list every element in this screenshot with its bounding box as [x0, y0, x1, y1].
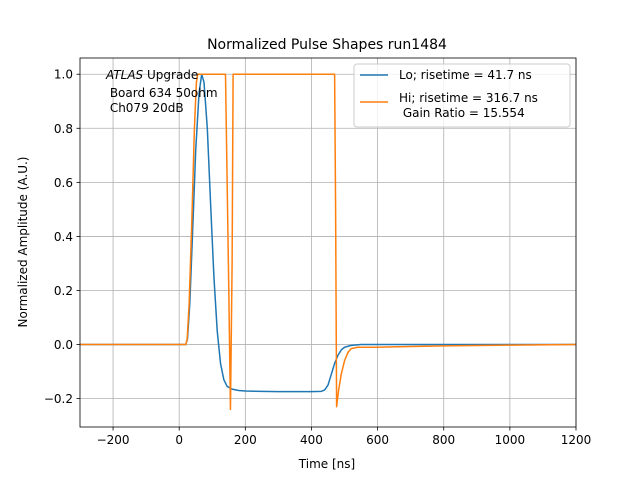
- x-tick-label: −200: [97, 433, 130, 447]
- x-tick-label: 1000: [495, 433, 526, 447]
- x-axis-label: Time [ns]: [298, 457, 355, 471]
- y-tick-label: 0.4: [54, 230, 73, 244]
- annotation: ATLAS Upgrade Board 634 50ohm Ch079 20dB: [105, 68, 218, 115]
- legend-label-lo: Lo; risetime = 41.7 ns: [399, 68, 532, 82]
- x-tick-label: 0: [175, 433, 183, 447]
- series-lines: [80, 73, 576, 411]
- y-tick-label: −0.2: [44, 392, 73, 406]
- annotation-line-2: Board 634 50ohm: [106, 86, 218, 100]
- legend: Lo; risetime = 41.7 ns Hi; risetime = 31…: [353, 63, 571, 128]
- annotation-line-1: ATLAS Upgrade: [105, 68, 198, 82]
- x-tick-label: 1200: [561, 433, 592, 447]
- chart-title: Normalized Pulse Shapes run1484: [207, 37, 447, 53]
- annotation-atlas: ATLAS: [105, 68, 144, 82]
- y-axis-label: Normalized Amplitude (A.U.): [16, 157, 30, 328]
- x-tick-label: 800: [432, 433, 455, 447]
- axes-frame: [79, 57, 577, 428]
- series-line-hi: [80, 73, 576, 411]
- y-tick-label: 0.2: [54, 284, 73, 298]
- legend-box: [353, 63, 571, 128]
- x-tick-label: 200: [234, 433, 257, 447]
- y-tick-label: 0.8: [54, 122, 73, 136]
- series-line-lo: [80, 73, 576, 393]
- annotation-line-3: Ch079 20dB: [106, 101, 184, 115]
- ticks: −200 0 200 400 600 800 1000 1200 −0.2 0.0 0.2 0.4 0.…: [44, 68, 591, 447]
- legend-label-hi: Hi; risetime = 316.7 ns: [399, 91, 538, 105]
- y-tick-label: 0.0: [54, 338, 73, 352]
- x-tick-label: 400: [300, 433, 323, 447]
- annotation-upgrade: Upgrade: [143, 68, 198, 82]
- y-tick-label: 1.0: [54, 68, 73, 82]
- y-tick-label: 0.6: [54, 176, 73, 190]
- x-tick-label: 600: [366, 433, 389, 447]
- legend-label-hi-gain: Gain Ratio = 15.554: [399, 106, 525, 120]
